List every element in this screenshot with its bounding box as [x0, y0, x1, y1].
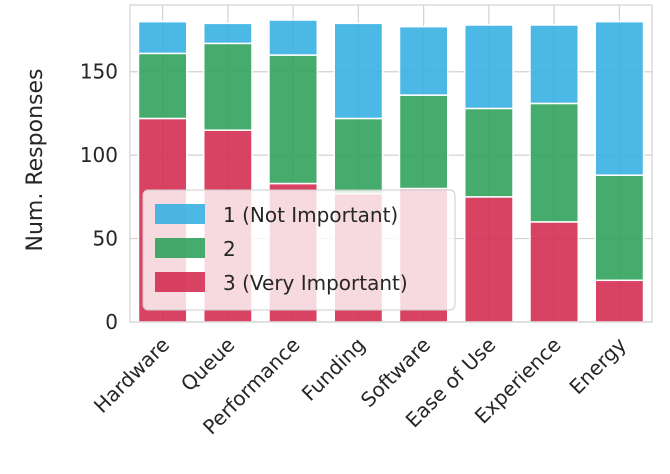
- x-tick-label: Queue: [176, 333, 239, 396]
- bar-segment: [463, 196, 514, 323]
- legend-label: 3 (Very Important): [223, 271, 408, 295]
- y-tick-label: 0: [105, 310, 118, 334]
- bar-segment: [463, 107, 514, 198]
- x-tick-label: Hardware: [89, 333, 174, 418]
- bar-segment: [398, 25, 449, 96]
- legend-label: 2: [223, 237, 236, 261]
- bar-segment: [268, 19, 319, 56]
- bar-segment: [137, 20, 188, 55]
- bar-segment: [463, 24, 514, 110]
- y-tick-label: 150: [80, 60, 118, 84]
- legend-box: [142, 189, 456, 311]
- legend-swatch: [155, 272, 205, 292]
- bar-segment: [137, 52, 188, 120]
- bar-segment: [594, 174, 645, 282]
- bar-segment: [594, 20, 645, 176]
- legend-label: 1 (Not Important): [223, 203, 398, 227]
- bar-segment: [594, 279, 645, 323]
- bar-segment: [529, 221, 580, 323]
- bar-segment: [529, 102, 580, 223]
- legend-swatch: [155, 238, 205, 258]
- y-tick-label: 100: [80, 143, 118, 167]
- bar-segment: [268, 54, 319, 185]
- bar-segment: [398, 94, 449, 190]
- legend: 1 (Not Important) 2 3 (Very Important): [142, 189, 456, 311]
- legend-swatch: [155, 204, 205, 224]
- bar-segment: [333, 22, 384, 120]
- y-tick-label: 50: [93, 227, 118, 251]
- bar-segment: [202, 42, 253, 131]
- bar-segment: [202, 22, 253, 45]
- bar-segment: [529, 24, 580, 105]
- plot-frame: [129, 4, 653, 323]
- y-axis-title: Num. Responses: [23, 69, 48, 252]
- x-tick-label: Energy: [564, 332, 631, 399]
- bar-segment: [333, 117, 384, 195]
